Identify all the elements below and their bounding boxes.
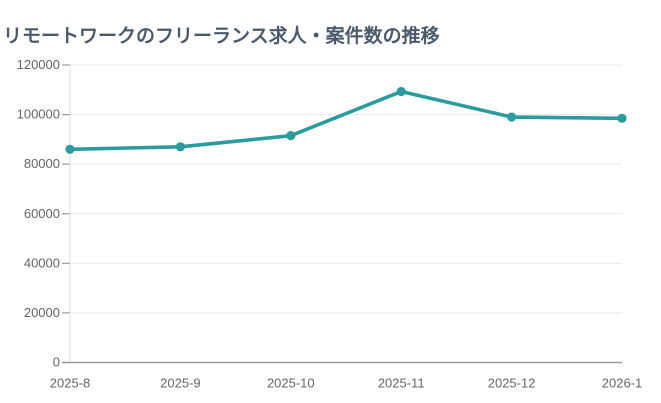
data-point[interactable] [65,144,75,154]
y-axis-tick-label: 120000 [17,57,60,72]
x-axis-tick-label: 2025-9 [160,376,200,391]
x-axis-tick-label: 2025-11 [378,376,425,391]
y-axis-tick-label: 0 [53,355,60,370]
data-point[interactable] [396,86,406,97]
y-axis-tick-label: 80000 [24,156,60,171]
x-axis-tick-label: 2025-12 [488,376,536,391]
trend-line [68,89,624,152]
y-axis-tick-label: 100000 [17,107,60,122]
data-point[interactable] [507,112,517,122]
chart-title: リモートワークのフリーランス求人・案件数の推移 [3,26,440,47]
x-axis-tick-label: 2025-10 [267,376,315,391]
y-axis-tick-label: 60000 [24,206,60,221]
y-axis-tick-label: 40000 [24,255,60,270]
data-point[interactable] [175,142,185,152]
y-axis-tick-label: 20000 [24,305,60,320]
data-point[interactable] [286,131,296,141]
x-axis-tick-label: 2025-8 [50,376,90,391]
data-point[interactable] [617,113,627,123]
x-axis-tick-label: 2026-1 [602,376,642,391]
